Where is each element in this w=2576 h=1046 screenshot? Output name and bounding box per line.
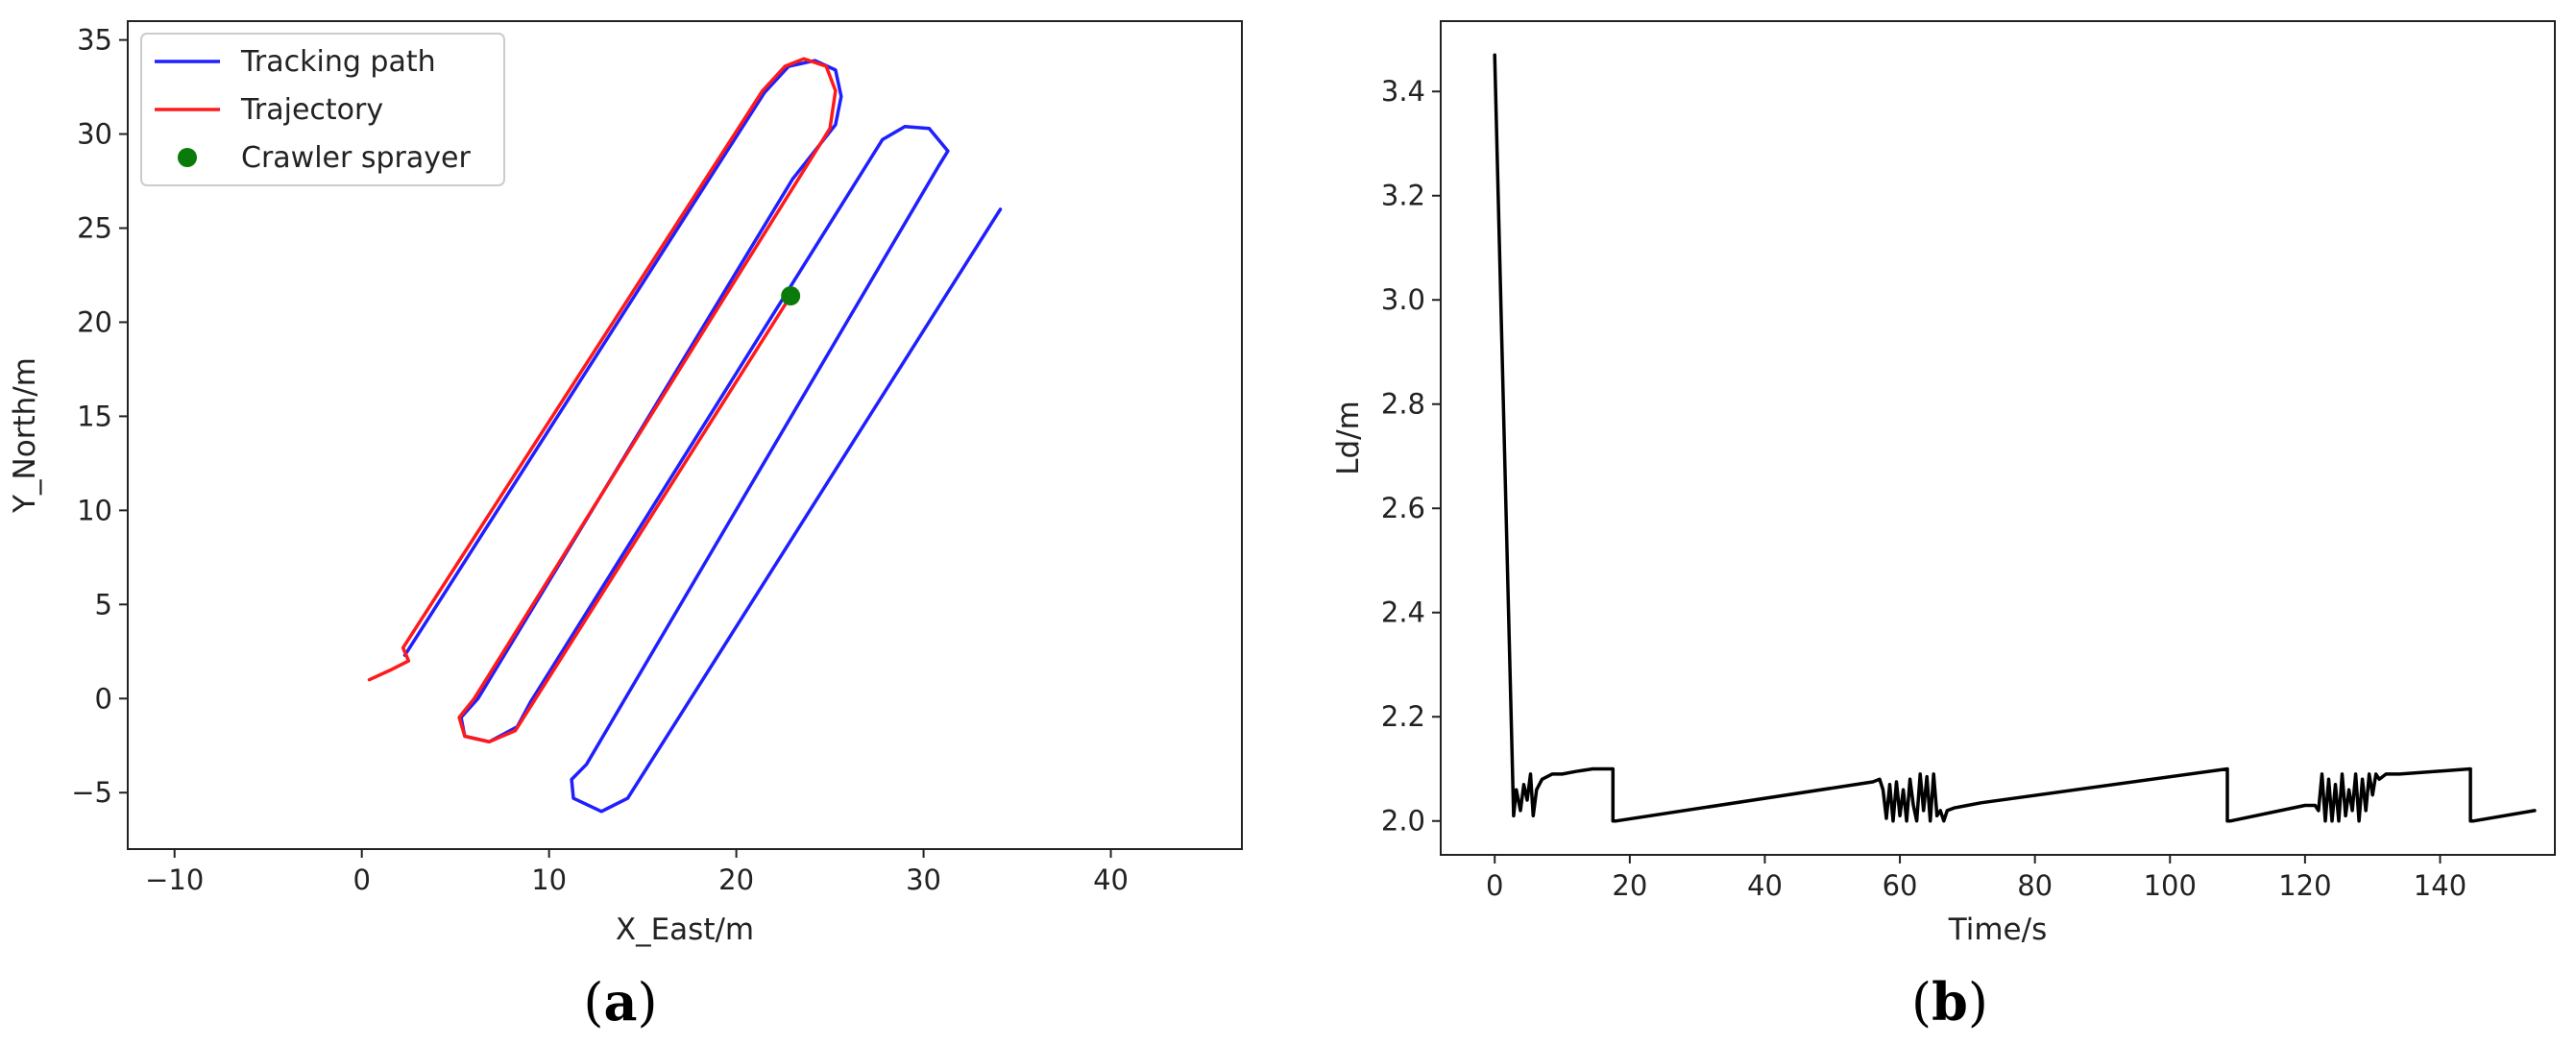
legend-box (140, 33, 505, 186)
y-tick-label: 2.0 (1381, 805, 1425, 838)
series-line-trajectory (367, 57, 838, 744)
x-tick-label: 40 (1747, 869, 1783, 902)
x-tick-label: 20 (718, 864, 754, 896)
panel-label-a: (a) (583, 971, 657, 1033)
series-layer-a (367, 57, 1003, 814)
plot-frame-a (127, 20, 1243, 850)
x-tick-label: 40 (1093, 864, 1129, 896)
y-tick-label: −5 (71, 776, 112, 809)
y-tick-label: 35 (77, 24, 112, 57)
y-tick-label: 20 (77, 305, 112, 338)
y-tick-label: 0 (95, 682, 112, 715)
y-axis-label-b: Ld/m (1331, 401, 1366, 475)
series-line-ld (1493, 53, 2537, 823)
x-ticks-a: −10 0 10 20 30 40 (145, 849, 1129, 896)
panel-letter-a: a (604, 971, 638, 1033)
y-tick-label: 3.0 (1381, 283, 1425, 316)
y-tick-label: 2.8 (1381, 388, 1425, 421)
panel-b: 0 20 40 60 80 100 120 140 2.0 2.2 2.4 2.6 2.8 3.0 3.2… (1331, 20, 2556, 1033)
panel-letter-b: b (1932, 971, 1968, 1033)
x-tick-label: 0 (1486, 869, 1503, 902)
panel-a: −10 0 10 20 30 40 −5 0 5 10 15 20 25 30 35 X_East/m Y… (8, 20, 1243, 1033)
x-tick-label: 140 (2414, 869, 2467, 902)
y-tick-label: 15 (77, 400, 112, 432)
legend-entry-tracking-path: Tracking path (240, 45, 436, 79)
x-tick-label: −10 (145, 864, 204, 896)
x-tick-label: 80 (2017, 869, 2053, 902)
series-point-crawler-sprayer (781, 286, 801, 306)
x-tick-label: 10 (531, 864, 567, 896)
x-tick-label: 0 (352, 864, 370, 896)
y-ticks-b: 2.0 2.2 2.4 2.6 2.8 3.0 3.2 3.4 (1381, 75, 1441, 838)
y-tick-label: 2.4 (1381, 596, 1425, 629)
x-ticks-b: 0 20 40 60 80 100 120 140 (1486, 855, 2467, 902)
y-tick-label: 10 (77, 494, 112, 526)
x-tick-label: 30 (906, 864, 941, 896)
y-tick-label: 3.2 (1381, 180, 1425, 212)
y-tick-label: 2.2 (1381, 700, 1425, 733)
x-tick-label: 120 (2278, 869, 2331, 902)
y-tick-label: 5 (95, 588, 112, 620)
x-tick-label: 60 (1883, 869, 1918, 902)
legend: Tracking path Trajectory Crawler sprayer (140, 33, 505, 186)
legend-swatch-crawler-sprayer (178, 148, 197, 167)
x-tick-label: 20 (1612, 869, 1647, 902)
x-axis-label-b: Time/s (1948, 912, 2047, 947)
y-tick-label: 25 (77, 212, 112, 245)
y-axis-label-a: Y_North/m (8, 357, 42, 514)
x-axis-label-a: X_East/m (616, 912, 754, 947)
series-layer-b (1493, 53, 2537, 823)
y-tick-label: 2.6 (1381, 492, 1425, 524)
y-ticks-a: −5 0 5 10 15 20 25 30 35 (71, 24, 128, 809)
legend-entry-crawler-sprayer: Crawler sprayer (241, 141, 471, 175)
panel-label-b: (b) (1911, 971, 1988, 1033)
x-tick-label: 100 (2144, 869, 2197, 902)
y-tick-label: 3.4 (1381, 75, 1425, 108)
legend-entry-trajectory: Trajectory (240, 93, 383, 127)
y-tick-label: 30 (77, 118, 112, 151)
plot-frame-b (1440, 20, 2556, 856)
